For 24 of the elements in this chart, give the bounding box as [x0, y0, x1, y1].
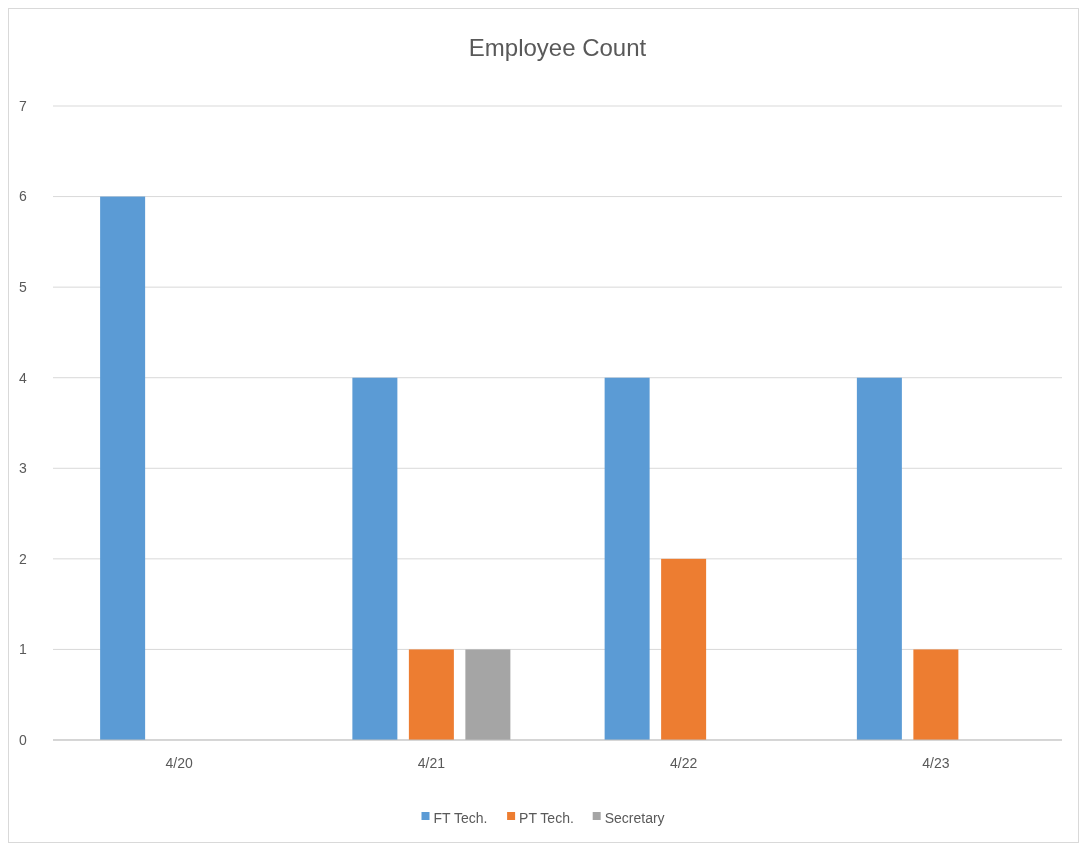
- y-tick-label: 7: [19, 97, 28, 114]
- bar: [100, 196, 146, 740]
- y-tick-label: 5: [19, 279, 28, 296]
- chart-title: Employee Count: [468, 34, 647, 61]
- x-tick-label: 4/22: [670, 755, 698, 771]
- legend-label: PT Tech.: [519, 809, 574, 826]
- y-tick-label: 6: [19, 188, 28, 205]
- y-tick-label: 2: [19, 550, 28, 567]
- bar: [661, 558, 707, 740]
- legend-label: FT Tech.: [433, 809, 488, 826]
- bar: [604, 377, 650, 740]
- y-tick-label: 4: [19, 369, 28, 386]
- y-tick-label: 0: [19, 731, 28, 748]
- bar: [856, 377, 902, 740]
- bar: [408, 649, 454, 740]
- y-tick-label: 1: [19, 641, 28, 658]
- x-tick-label: 4/20: [165, 755, 193, 771]
- y-tick-label: 3: [19, 460, 28, 477]
- x-tick-label: 4/23: [922, 755, 950, 771]
- legend-label: Secretary: [604, 809, 665, 826]
- bar: [465, 649, 511, 740]
- x-tick-label: 4/21: [417, 755, 446, 771]
- bar: [913, 649, 959, 740]
- bar: [352, 377, 398, 740]
